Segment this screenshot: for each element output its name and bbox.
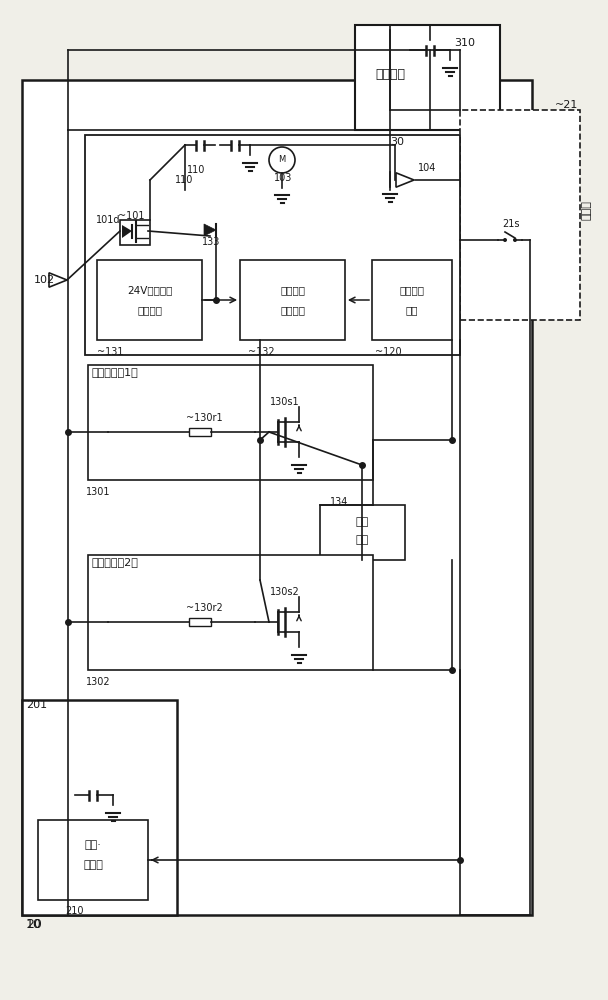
Text: 生成电路: 生成电路 [280,305,305,315]
Text: ~132: ~132 [248,347,275,357]
Text: 抓拉单元: 抓拉单元 [375,68,405,82]
Text: 101d: 101d [96,215,120,225]
Bar [320,505,405,560]
Bar [88,365,373,480]
Bar [22,80,532,915]
Text: 电路: 电路 [406,305,418,315]
Text: 延追: 延追 [355,517,368,527]
Circle shape [513,238,517,242]
Bar [189,428,211,436]
Text: ~130r1: ~130r1 [186,413,223,423]
Text: ~131: ~131 [97,347,123,357]
Circle shape [503,238,507,242]
Bar [97,260,202,340]
Text: ~101: ~101 [118,211,145,221]
Text: 开关·: 开关· [85,840,102,850]
Text: 130s1: 130s1 [270,397,300,407]
Text: 放电条件: 放电条件 [280,285,305,295]
Text: 转换器: 转换器 [83,860,103,870]
Text: 30: 30 [390,137,404,147]
Text: 133: 133 [202,237,220,247]
Text: 时刻生成: 时刻生成 [399,285,424,295]
Text: 放电电路（1）: 放电电路（1） [92,367,139,377]
Bar [22,700,177,915]
Text: 104: 104 [418,163,437,173]
Text: 201: 201 [26,700,47,710]
Text: 电路: 电路 [355,535,368,545]
Text: 110: 110 [187,165,206,175]
Text: ~130r2: ~130r2 [186,603,223,613]
Text: 监视电路: 监视电路 [137,305,162,315]
Text: 102: 102 [34,275,55,285]
Bar [460,110,580,320]
Text: M: M [278,155,286,164]
Bar [355,25,500,130]
Text: 20: 20 [26,918,42,932]
Text: 1301: 1301 [86,487,111,497]
Text: 134: 134 [330,497,348,507]
Bar [120,220,150,245]
Bar [38,820,148,900]
Bar [372,260,452,340]
Polygon shape [204,224,216,236]
Text: 24V电压电流: 24V电压电流 [127,285,173,295]
Text: ~120: ~120 [375,347,402,357]
Text: 放电电路（2）: 放电电路（2） [92,557,139,567]
Text: 210: 210 [65,906,83,916]
Bar [85,135,460,355]
Text: 110: 110 [175,175,193,185]
Text: ~21: ~21 [555,100,578,110]
Polygon shape [122,225,132,238]
Text: 10: 10 [26,918,42,932]
Bar [189,618,211,626]
Text: 103: 103 [274,173,292,183]
Text: 130s2: 130s2 [270,587,300,597]
Bar [240,260,345,340]
Text: 前门盖: 前门盖 [582,200,592,220]
Text: 310: 310 [454,38,475,48]
Text: 21s: 21s [502,219,519,229]
Text: 1302: 1302 [86,677,111,687]
Bar [88,555,373,670]
